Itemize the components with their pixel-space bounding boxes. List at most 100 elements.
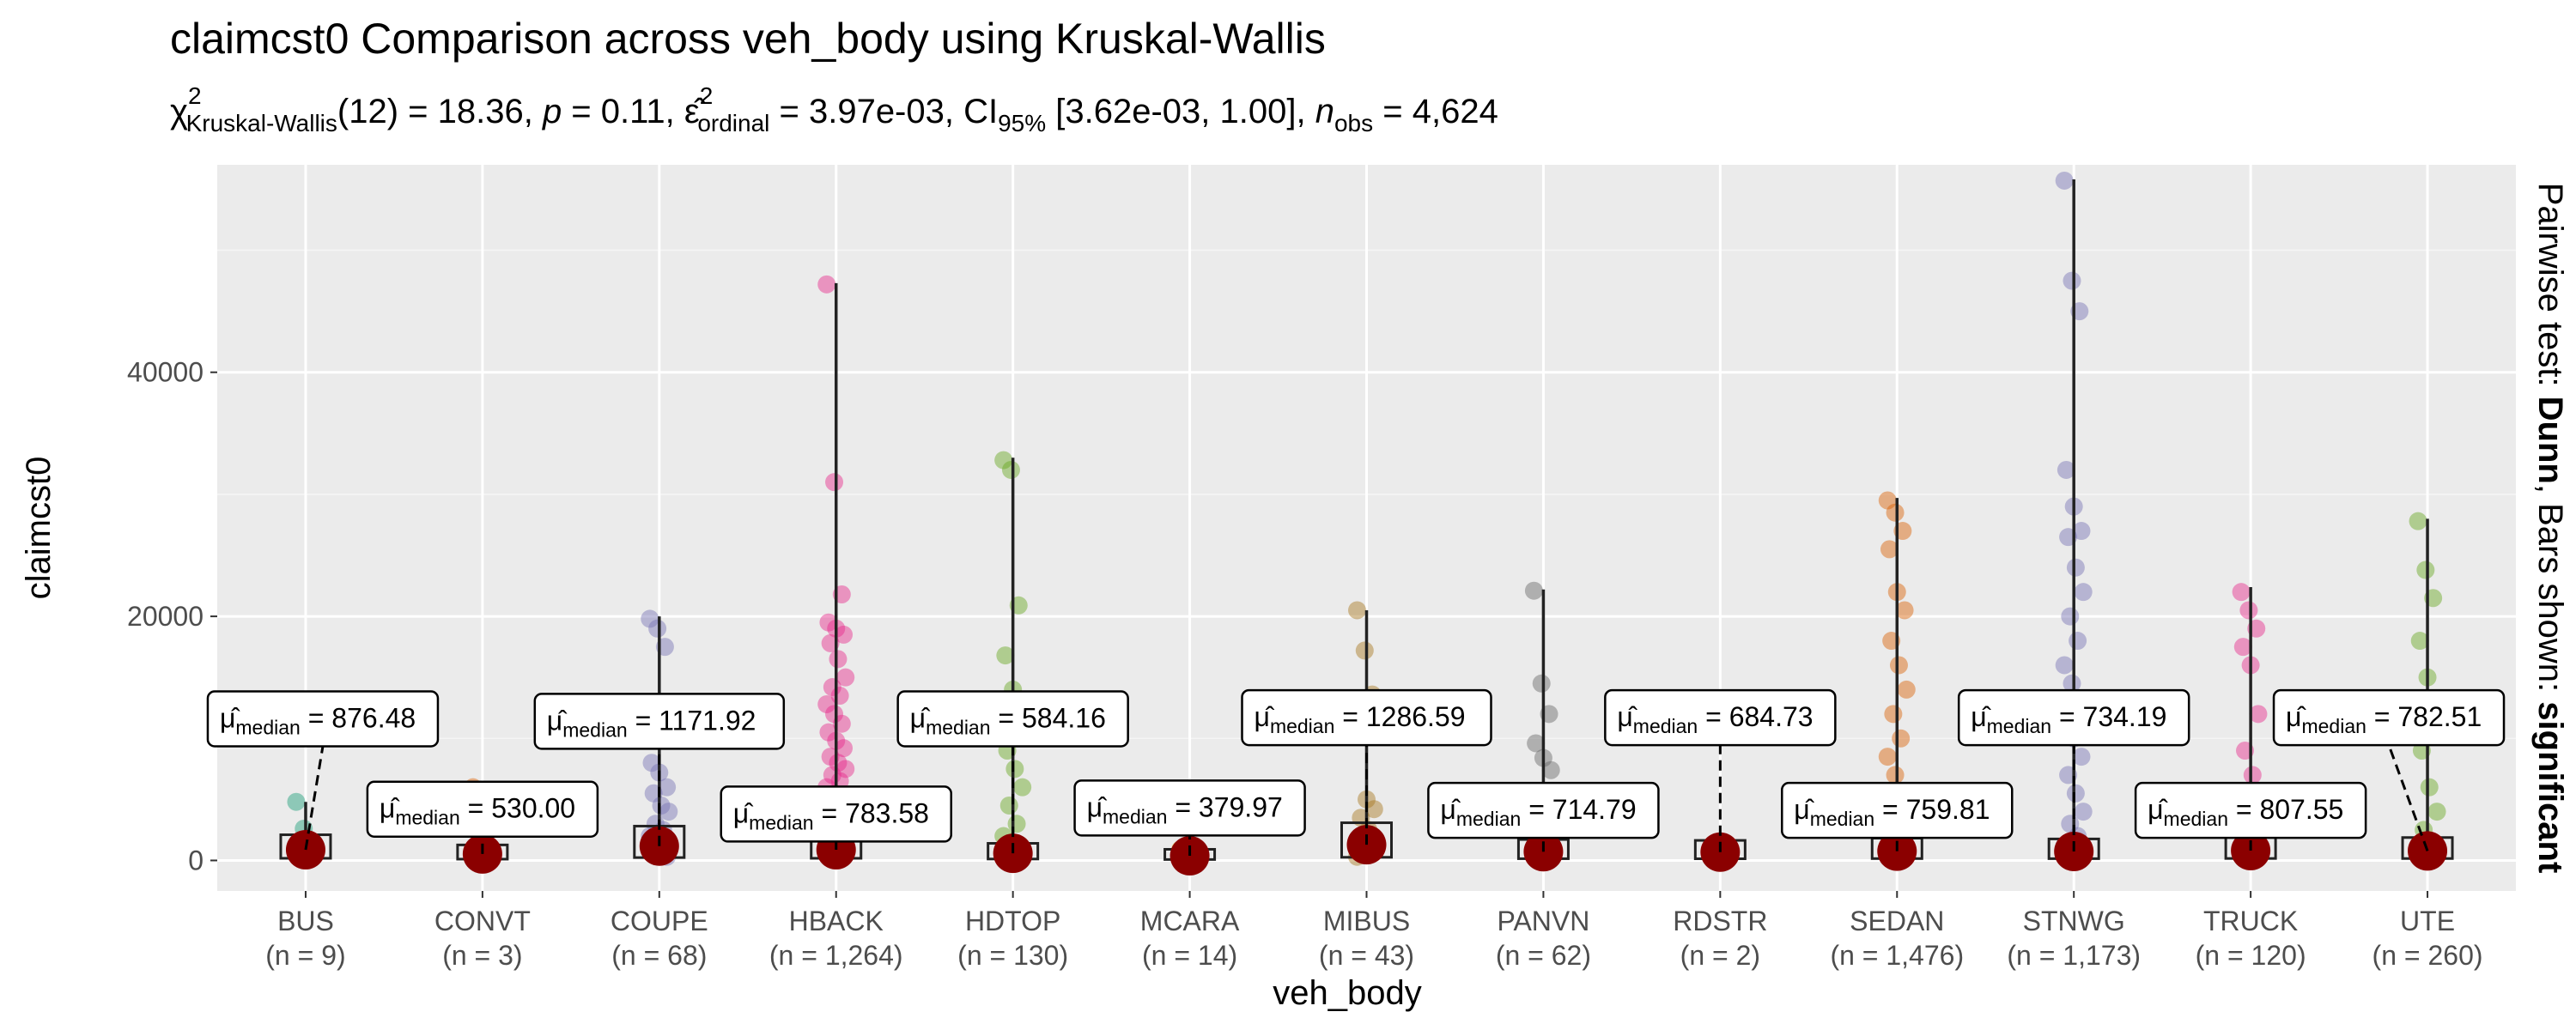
pairwise-caption-shown: significant	[2531, 701, 2569, 873]
pairwise-caption-middle: , Bars shown:	[2531, 484, 2569, 701]
subtitle-n-text: = 4,624	[1373, 93, 1498, 130]
data-point	[2410, 632, 2429, 651]
data-point	[2074, 583, 2093, 602]
x-tick-count: (n = 1,173)	[2007, 940, 2141, 971]
x-tick-label: HDTOP	[965, 906, 1060, 936]
data-point	[2233, 638, 2252, 657]
data-point	[659, 803, 678, 821]
x-tick-label: MIBUS	[1323, 906, 1410, 936]
data-point	[2066, 558, 2085, 577]
data-point	[658, 778, 677, 797]
median-label-box	[366, 780, 599, 838]
data-point	[1878, 491, 1897, 510]
x-tick-count: (n = 9)	[265, 940, 345, 971]
data-point	[2063, 271, 2081, 290]
x-tick-count: (n = 260)	[2372, 940, 2483, 971]
median-label-text: μ̂median = 379.97	[1087, 791, 1283, 827]
x-tick-label: MCARA	[1140, 906, 1240, 936]
median-label-box	[1604, 688, 1837, 747]
median-label-box	[1781, 781, 2014, 839]
data-point	[1878, 748, 1897, 766]
median-label-text: μ̂median = 530.00	[380, 793, 575, 829]
x-tick-count: (n = 68)	[611, 940, 707, 971]
median-label-box	[2134, 781, 2367, 839]
median-label-text: μ̂median = 1286.59	[1255, 701, 1466, 737]
data-point	[1895, 601, 1914, 620]
y-tick-label: 0	[188, 845, 204, 876]
data-point	[1886, 503, 1905, 522]
x-axis: BUS (n = 9) CONVT (n = 3) COUPE (n = 68) HBACK…	[265, 891, 2483, 971]
y-axis-title: claimcst0	[20, 457, 58, 600]
data-point	[836, 668, 855, 687]
median-label-text: μ̂median = 684.73	[1617, 701, 1813, 737]
median-label-text: μ̂median = 734.19	[1971, 701, 2166, 737]
subtitle-n-sub: obs	[1334, 110, 1373, 136]
data-point	[1007, 815, 1026, 833]
data-point	[2427, 803, 2446, 821]
median-labels: μ̂median = 876.48 μ̂median = 530.00 μ̂medi…	[206, 688, 2506, 857]
subtitle-df-text: (12) = 18.36,	[337, 93, 543, 130]
data-point	[1524, 581, 1543, 600]
subtitle-p-text: = 0.11,	[562, 93, 684, 130]
data-point	[2066, 784, 2085, 803]
data-point	[835, 739, 854, 758]
x-tick-count: (n = 1,476)	[1830, 940, 1964, 971]
median-label-box	[1073, 779, 1306, 837]
data-point	[1013, 778, 1032, 797]
x-tick-count: (n = 62)	[1496, 940, 1591, 971]
y-axis: 0 20000 40000	[127, 357, 217, 876]
median-label-text: μ̂median = 1171.92	[547, 705, 756, 741]
subtitle-chi-sup: 2	[188, 82, 202, 109]
chart-title: claimcst0 Comparison across veh_body usi…	[170, 15, 1326, 63]
y-tick-label: 20000	[127, 601, 204, 632]
data-point	[817, 275, 836, 294]
x-tick-count: (n = 1,264)	[769, 940, 903, 971]
data-point	[1541, 760, 1560, 779]
x-tick-count: (n = 14)	[1142, 940, 1237, 971]
x-tick-label: COUPE	[611, 906, 708, 936]
subtitle-eps-sub: ordinal	[697, 110, 769, 136]
x-tick-label: PANVN	[1497, 906, 1589, 936]
median-label-box	[533, 693, 786, 750]
median-connector	[2387, 744, 2429, 851]
data-point	[1364, 800, 1383, 819]
data-point	[2055, 656, 2074, 675]
data-point	[2069, 632, 2087, 651]
data-point	[2243, 766, 2262, 785]
y-tick-label: 40000	[127, 357, 204, 388]
data-point	[829, 650, 848, 669]
data-point	[817, 694, 836, 713]
data-point	[2074, 803, 2093, 821]
data-point	[1005, 760, 1024, 779]
data-point	[1880, 540, 1899, 559]
data-point	[819, 723, 838, 742]
data-point	[994, 451, 1013, 470]
median-label-box	[2272, 688, 2506, 747]
data-point	[819, 613, 838, 632]
data-point	[2416, 560, 2435, 579]
median-connector	[304, 746, 325, 851]
median-label-box	[1427, 781, 1660, 839]
data-point	[1355, 641, 1374, 660]
x-tick-count: (n = 130)	[957, 940, 1068, 971]
subtitle-p-symbol: p	[542, 93, 562, 130]
data-point	[999, 796, 1018, 815]
x-tick-label: STNWG	[2023, 906, 2125, 936]
data-point	[2063, 674, 2081, 693]
median-label-text: μ̂median = 714.79	[1440, 794, 1636, 830]
median-label-box	[1957, 688, 2190, 747]
data-point	[835, 625, 854, 644]
subtitle-ci-sub: 95%	[998, 110, 1046, 136]
data-point	[1897, 680, 1916, 699]
x-tick-count: (n = 3)	[442, 940, 522, 971]
median-label-box	[206, 690, 440, 748]
pairwise-caption-test: Dunn	[2531, 397, 2569, 484]
data-point	[1532, 674, 1551, 693]
subtitle-eps-sup: 2	[700, 82, 714, 109]
data-point	[652, 796, 671, 815]
x-tick-count: (n = 43)	[1319, 940, 1414, 971]
subtitle-n-symbol: n	[1315, 93, 1334, 130]
data-point	[1001, 460, 1020, 479]
data-point	[2061, 607, 2080, 626]
